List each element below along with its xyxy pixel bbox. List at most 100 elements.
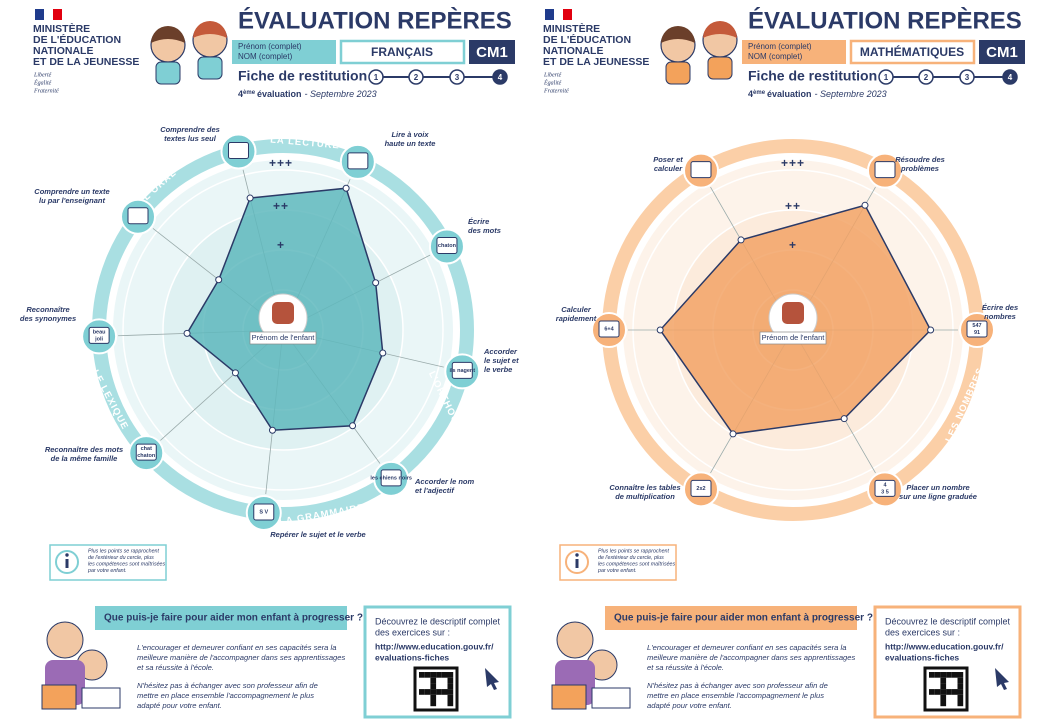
qr-cell	[447, 700, 454, 707]
info-text: Plus les points se rapprochent	[88, 548, 159, 554]
skill-label: problèmes	[900, 164, 939, 173]
skill-label: des synonymes	[20, 314, 76, 323]
skill-icon-card	[227, 141, 249, 159]
session-label: évaluation	[257, 89, 302, 99]
child-name-box	[759, 331, 827, 345]
report-title: Fiche de restitution	[748, 68, 877, 84]
ministry-name: ET DE LA JEUNESSE	[543, 56, 649, 68]
info-text: de l'extérieur du cercle, plus	[88, 555, 154, 561]
score-point	[372, 279, 380, 287]
skill-label: nombres	[984, 312, 1016, 321]
question-banner	[605, 606, 857, 630]
skill-label: Comprendre un texte	[34, 187, 109, 196]
qr-cell	[957, 689, 964, 695]
skill-icon-text: beau	[93, 329, 106, 335]
skill-icon-card	[451, 361, 473, 379]
skill-icon-card	[690, 479, 712, 497]
step-number: 2	[414, 73, 419, 82]
info-dot	[65, 553, 69, 557]
grade-box	[979, 40, 1025, 64]
step	[408, 69, 424, 85]
motto: Égalité	[33, 78, 52, 86]
child-hair	[193, 21, 227, 38]
qr-cell	[430, 700, 437, 707]
qr-cell	[424, 672, 431, 678]
skill-icon-card	[874, 161, 896, 179]
cursor	[995, 668, 1009, 690]
question-banner	[95, 606, 347, 630]
child-name: Prénom de l'enfant	[762, 333, 826, 342]
skill-label: Lire à voix	[391, 130, 429, 139]
skill-icon-card	[598, 320, 620, 338]
help-question: Que puis-je faire pour aider mon enfant …	[614, 613, 873, 624]
skill-label: Accorder	[483, 347, 518, 356]
score-point	[231, 369, 239, 377]
child-name: Prénom de l'enfant	[252, 333, 316, 342]
ministry-name: NATIONALE	[543, 45, 603, 57]
skill-icon-card	[88, 326, 110, 344]
qr-cell	[951, 689, 958, 695]
qr-cell	[419, 672, 425, 678]
qr-cell	[946, 689, 952, 695]
skill-label: Reconnaître des mots	[45, 445, 123, 454]
cursor	[485, 668, 499, 690]
title: ÉVALUATION REPÈRES	[748, 6, 1022, 34]
subject-box	[339, 39, 466, 65]
skill-label: Accorder le nom	[414, 477, 475, 486]
flag-blue	[545, 9, 554, 20]
skill-icon-text: chat	[141, 446, 152, 452]
skill-icon-text: 547	[972, 323, 981, 329]
session: 4ème évaluation - Septembre 2023	[238, 89, 377, 99]
help-paragraph: L'encourager et demeurer confiant en ses…	[137, 643, 336, 652]
flag-red	[563, 9, 572, 20]
step	[878, 69, 894, 85]
score-point	[349, 422, 357, 430]
qr-cell	[940, 677, 947, 684]
skill-label: de la même famille	[51, 454, 118, 463]
level-marker: +++	[269, 156, 293, 170]
backpack	[782, 302, 804, 324]
skill-icon-text: 2x2	[696, 486, 705, 492]
session: 4ème évaluation - Septembre 2023	[748, 89, 887, 99]
qr-cell	[957, 672, 964, 678]
score-point	[268, 426, 276, 434]
qr-cell	[957, 677, 964, 684]
help-paragraph: et sa réussite à l'école.	[647, 663, 724, 672]
session-label: évaluation	[767, 89, 812, 99]
skill-icon-card	[436, 236, 458, 254]
subject: FRANÇAIS	[371, 45, 433, 59]
info-text: les compétences sont maîtrisées	[88, 561, 165, 567]
qr-cell	[951, 672, 958, 678]
motto: Égalité	[543, 78, 562, 86]
ministry-name: DE L'ÉDUCATION	[33, 33, 121, 46]
help-paragraph: mettre en place ensemble l'accompagnemen…	[137, 691, 314, 700]
book	[41, 684, 77, 710]
info-text: les compétences sont maîtrisées	[598, 561, 675, 567]
step-number: 3	[455, 73, 460, 82]
skill-icon-text: 6+4	[604, 326, 614, 332]
link: evaluations-fiches	[885, 652, 959, 662]
skill-icon-text: ils nagent	[449, 368, 475, 374]
skill-label: Connaître les tables	[609, 483, 680, 492]
qr-cell	[946, 672, 952, 678]
qr-cell	[934, 672, 941, 678]
skill-label: Résoudre des	[895, 155, 945, 164]
book-2	[591, 687, 631, 709]
ministry-name: NATIONALE	[33, 45, 93, 57]
link-intro: des exercices sur :	[375, 627, 450, 637]
skill-label: calculer	[654, 164, 683, 173]
skill-label: Comprendre des	[160, 125, 220, 134]
level-marker: +	[277, 238, 285, 252]
student-field: Prénom (complet)	[748, 42, 812, 51]
qr-cell	[940, 694, 947, 701]
info-dot	[575, 553, 579, 557]
qr-cell	[940, 672, 947, 678]
level-marker: ++	[785, 199, 801, 213]
qr-cell	[929, 689, 935, 695]
ministry-name: MINISTÈRE	[543, 22, 600, 35]
score-point	[840, 415, 848, 423]
skill-label: Reconnaître	[26, 305, 69, 314]
skill-icon-card	[253, 503, 275, 521]
step-number: 4	[498, 73, 503, 82]
